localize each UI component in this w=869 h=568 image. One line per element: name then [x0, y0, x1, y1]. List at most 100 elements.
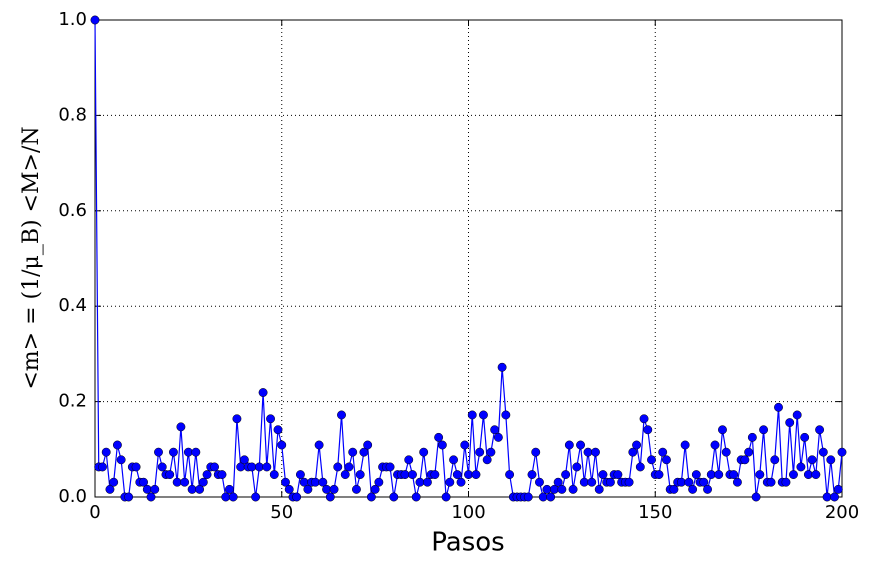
- point: [101, 447, 111, 457]
- point: [464, 470, 473, 480]
- point: [822, 492, 832, 502]
- point: [568, 484, 578, 494]
- point: [654, 470, 664, 480]
- point: [535, 477, 544, 487]
- point: [449, 455, 459, 465]
- point: [531, 447, 541, 457]
- point: [452, 470, 462, 480]
- point: [710, 440, 720, 450]
- point: [325, 492, 335, 502]
- point: [583, 447, 593, 457]
- point: [269, 470, 279, 480]
- point: [415, 477, 425, 487]
- point: [662, 455, 671, 465]
- point: [150, 484, 160, 494]
- point: [591, 447, 600, 457]
- point: [225, 484, 234, 494]
- point: [732, 477, 742, 487]
- point: [251, 492, 261, 502]
- point: [497, 362, 507, 372]
- point: [579, 477, 589, 487]
- point: [228, 492, 238, 502]
- point: [482, 455, 492, 465]
- point: [295, 470, 305, 480]
- point: [266, 414, 275, 424]
- point: [564, 440, 574, 450]
- point: [478, 410, 488, 420]
- point: [303, 484, 313, 494]
- point: [467, 410, 477, 420]
- point: [340, 470, 350, 480]
- point: [475, 447, 485, 457]
- point: [172, 477, 182, 487]
- point: [337, 410, 346, 420]
- point: [830, 492, 839, 502]
- point: [404, 455, 414, 465]
- point: [587, 477, 597, 487]
- point: [359, 447, 369, 457]
- point: [770, 455, 780, 465]
- point: [490, 425, 500, 435]
- point: [781, 477, 791, 487]
- point: [232, 414, 242, 424]
- point: [796, 462, 806, 472]
- point: [292, 492, 302, 502]
- point: [374, 477, 384, 487]
- point: [217, 470, 227, 480]
- point: [759, 425, 769, 435]
- point: [318, 477, 328, 487]
- plot-frame: [94, 19, 843, 498]
- point: [538, 492, 548, 502]
- y-tick-label: 0.4: [58, 295, 87, 316]
- point: [445, 477, 455, 487]
- point: [314, 440, 324, 450]
- y-tick-label: 0.6: [58, 200, 87, 221]
- point: [527, 470, 537, 480]
- point: [389, 492, 399, 502]
- point: [408, 470, 417, 480]
- point: [385, 462, 395, 472]
- point: [803, 470, 813, 480]
- point: [221, 492, 231, 502]
- y-tick-label: 1.0: [58, 9, 87, 30]
- point: [198, 477, 208, 487]
- point: [277, 440, 287, 450]
- point: [176, 422, 186, 432]
- point: [460, 440, 470, 450]
- point: [157, 462, 167, 472]
- point: [187, 484, 197, 494]
- x-axis-label: Pasos: [431, 528, 504, 558]
- series-line: [94, 19, 843, 500]
- point: [210, 462, 219, 472]
- point: [594, 484, 604, 494]
- point: [322, 484, 332, 494]
- point: [493, 432, 503, 442]
- point: [740, 455, 750, 465]
- point: [628, 447, 638, 457]
- point: [561, 470, 571, 480]
- point: [699, 477, 709, 487]
- point: [430, 470, 440, 480]
- point: [258, 388, 268, 397]
- point: [624, 477, 634, 487]
- point: [605, 477, 615, 487]
- point: [576, 440, 585, 450]
- point: [180, 477, 190, 487]
- point: [98, 462, 107, 472]
- point: [807, 455, 817, 465]
- x-tick-label: 200: [825, 502, 859, 523]
- point: [195, 484, 205, 494]
- y-tick-label: 0.2: [58, 391, 87, 412]
- point: [273, 425, 283, 435]
- point: [729, 470, 739, 480]
- point: [703, 484, 712, 494]
- point: [281, 477, 290, 487]
- point: [833, 484, 843, 494]
- point: [191, 447, 201, 457]
- point: [751, 492, 761, 502]
- point: [437, 440, 447, 450]
- y-tick-label: 0.8: [58, 104, 87, 125]
- point: [183, 447, 193, 457]
- point: [826, 455, 836, 465]
